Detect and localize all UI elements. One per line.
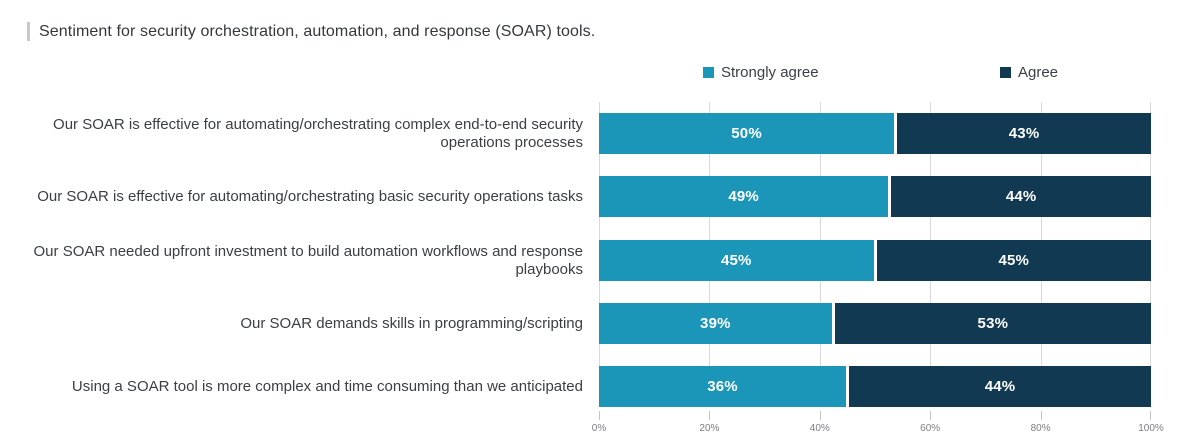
bar-value-label: 45% <box>720 252 752 269</box>
agree-segment[interactable]: 43% <box>894 113 1151 154</box>
tick-mark <box>1040 411 1042 420</box>
tick-mark <box>1150 411 1151 420</box>
agree-segment[interactable]: 44% <box>846 366 1151 407</box>
strongly-agree-segment[interactable]: 36% <box>599 366 847 407</box>
x-tick-label: 60% <box>920 423 941 434</box>
agree-segment[interactable]: 45% <box>873 240 1151 281</box>
bar-value-label: 39% <box>700 315 731 332</box>
bar-row: Our SOAR is effective for automating/orc… <box>0 113 1187 154</box>
bar-track: 50% 43% <box>599 113 1151 154</box>
category-label: Our SOAR needed upfront investment to bu… <box>33 242 583 278</box>
bar-value-label: 44% <box>984 378 1016 395</box>
bar-row: Using a SOAR tool is more complex and ti… <box>0 366 1187 407</box>
tick-mark <box>599 411 600 420</box>
tick-mark <box>819 411 821 420</box>
bar-row: Our SOAR is effective for automating/orc… <box>0 176 1187 217</box>
bar-track: 36% 44% <box>599 366 1151 407</box>
x-tick-label: 80% <box>1030 423 1051 434</box>
x-tick-label: 20% <box>699 423 720 434</box>
strongly-agree-segment[interactable]: 39% <box>599 303 832 344</box>
bar-track: 49% 44% <box>599 176 1151 217</box>
title-accent-bar <box>27 22 30 41</box>
bar-value-label: 43% <box>1008 125 1040 142</box>
tick-mark <box>709 411 711 420</box>
legend-label-strongly-agree: Strongly agree <box>721 64 819 81</box>
category-label: Our SOAR is effective for automating/orc… <box>37 187 583 205</box>
bar-value-label: 36% <box>707 378 738 395</box>
bar-row: Our SOAR needed upfront investment to bu… <box>0 240 1187 281</box>
strongly-agree-segment[interactable]: 50% <box>599 113 895 154</box>
strongly-agree-segment[interactable]: 49% <box>599 176 889 217</box>
x-axis: 0% 20% 40% 60% 80% 100% <box>592 407 1164 441</box>
bar-track: 39% 53% <box>599 303 1151 344</box>
chart-title: Sentiment for security orchestration, au… <box>39 22 596 40</box>
bar-value-label: 50% <box>731 125 762 142</box>
bar-value-label: 53% <box>977 315 1009 332</box>
legend-item-agree[interactable]: Agree <box>1000 64 1058 81</box>
x-tick-label: 100% <box>1138 423 1164 434</box>
legend-item-strongly-agree[interactable]: Strongly agree <box>703 64 819 81</box>
legend-swatch-agree <box>1000 67 1011 78</box>
x-tick-label: 40% <box>809 423 830 434</box>
category-label: Our SOAR is effective for automating/orc… <box>53 115 583 151</box>
legend-label-agree: Agree <box>1018 64 1059 81</box>
legend-swatch-strongly-agree <box>703 67 714 78</box>
agree-segment[interactable]: 44% <box>888 176 1151 217</box>
bar-value-label: 45% <box>998 252 1030 269</box>
bar-value-label: 49% <box>728 188 759 205</box>
bar-track: 45% 45% <box>599 240 1151 281</box>
bar-value-label: 44% <box>1005 188 1037 205</box>
chart-title-row: Sentiment for security orchestration, au… <box>27 22 595 41</box>
strongly-agree-segment[interactable]: 45% <box>599 240 874 281</box>
category-label: Our SOAR demands skills in programming/s… <box>240 314 583 332</box>
x-tick-label: 0% <box>591 423 607 434</box>
agree-segment[interactable]: 53% <box>831 303 1151 344</box>
tick-mark <box>930 411 932 420</box>
bar-row: Our SOAR demands skills in programming/s… <box>0 303 1187 344</box>
category-label: Using a SOAR tool is more complex and ti… <box>71 377 583 395</box>
